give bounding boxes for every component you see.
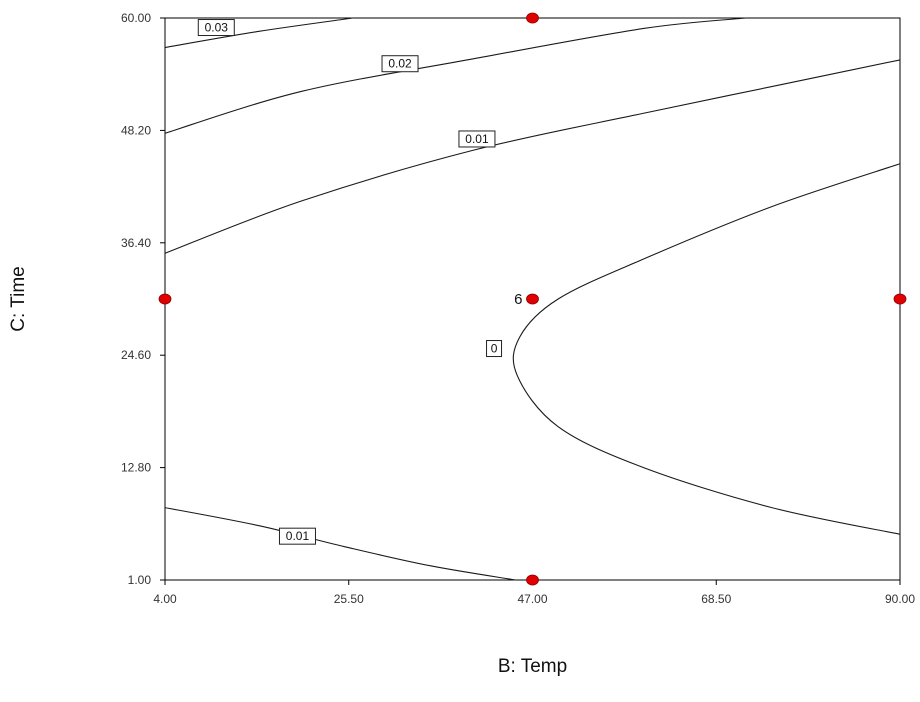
y-axis-title: C: Time xyxy=(8,266,29,331)
contour-label-box xyxy=(458,130,496,148)
contour-label-box xyxy=(197,19,235,37)
design-point xyxy=(893,293,907,305)
y-tick-label: 24.60 xyxy=(121,348,151,362)
design-point xyxy=(526,574,539,586)
x-tick-label: 25.50 xyxy=(334,592,364,606)
contour-line xyxy=(164,17,747,134)
contour-label: 0.01 xyxy=(465,132,489,146)
x-axis-ticks: 4.00 25.50 47.00 68.50 90.00 xyxy=(153,580,915,606)
design-point xyxy=(526,293,539,305)
design-points: 6 xyxy=(158,12,907,586)
contour-label: 0.02 xyxy=(388,57,412,71)
contour-line xyxy=(164,17,354,49)
center-point-count: 6 xyxy=(514,291,522,308)
contour-label: 0.01 xyxy=(286,529,310,543)
contour-line xyxy=(512,163,901,535)
contour-label: 0 xyxy=(491,342,498,356)
contour-label-box xyxy=(278,527,316,545)
y-tick-label: 48.20 xyxy=(121,123,151,137)
y-tick-label: 1.00 xyxy=(128,573,152,587)
y-tick-label: 12.80 xyxy=(121,461,151,475)
contour-line xyxy=(164,507,516,581)
y-axis-ticks: 1.00 12.80 24.60 36.40 48.20 60.00 xyxy=(121,11,165,587)
x-tick-label: 90.00 xyxy=(885,592,915,606)
design-point xyxy=(158,293,172,305)
x-tick-label: 47.00 xyxy=(517,592,547,606)
axes-layer: 4.00 25.50 47.00 68.50 90.00 1.00 12.80 24.60 3… xyxy=(121,11,915,606)
contour-labels: 0.03 0.02 0.01 0 0.01 xyxy=(197,19,503,545)
x-axis-title: B: Temp xyxy=(498,656,567,677)
contour-label-box xyxy=(381,55,419,73)
design-point xyxy=(526,12,539,24)
contour-lines xyxy=(164,17,901,581)
x-tick-label: 4.00 xyxy=(153,592,177,606)
contour-line xyxy=(164,59,901,254)
y-tick-label: 36.40 xyxy=(121,236,151,250)
y-tick-label: 60.00 xyxy=(121,11,151,25)
contour-label-box xyxy=(486,340,503,358)
x-tick-label: 68.50 xyxy=(701,592,731,606)
contour-label: 0.03 xyxy=(205,21,229,35)
